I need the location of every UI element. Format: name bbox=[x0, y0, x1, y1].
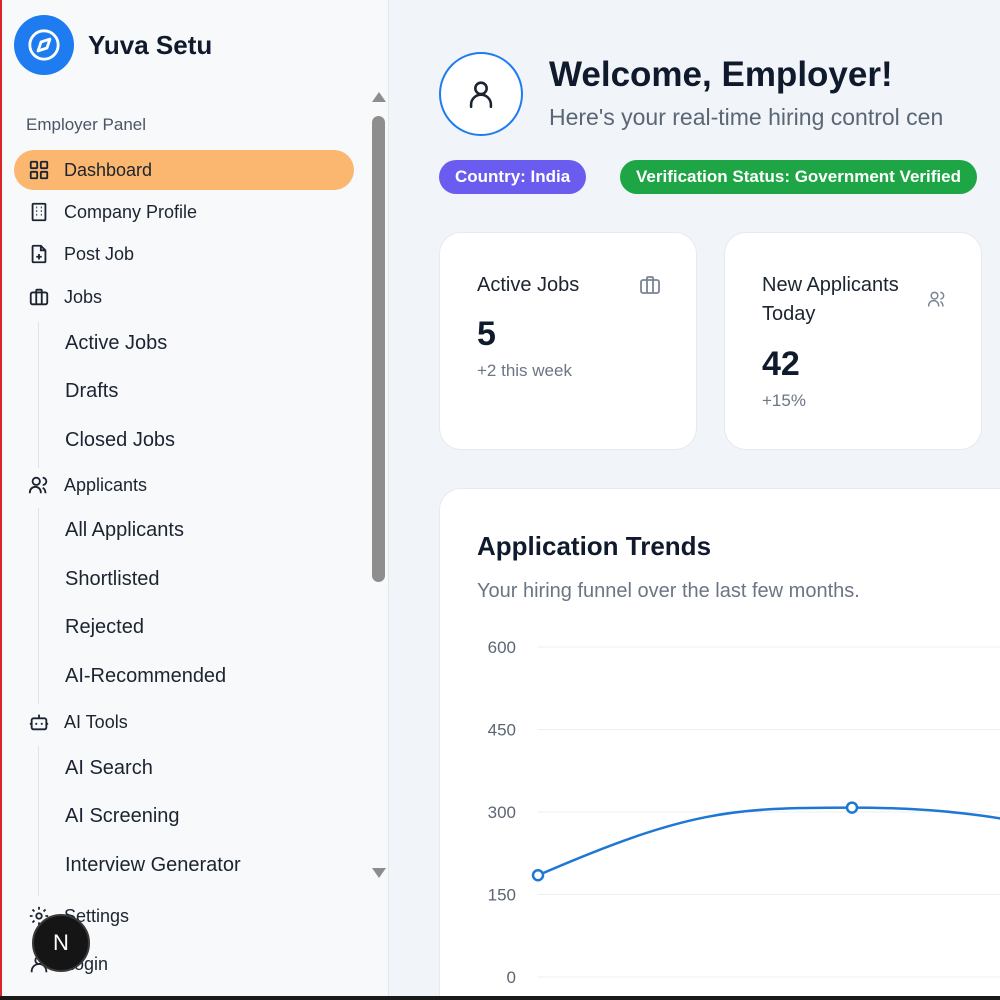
stat-title: Active Jobs bbox=[477, 274, 580, 296]
card-subtitle: Your hiring funnel over the last few mon… bbox=[477, 580, 860, 602]
sidebar-item-label: Company Profile bbox=[64, 201, 198, 222]
briefcase-icon bbox=[640, 276, 660, 294]
building-icon bbox=[26, 199, 52, 225]
data-point[interactable] bbox=[845, 801, 859, 814]
submenu-item-shortlisted[interactable]: Shortlisted bbox=[65, 568, 160, 590]
y-tick-label: 150 bbox=[488, 886, 516, 905]
sidebar: Yuva Setu Employer Panel Dashboard Compa… bbox=[2, 0, 389, 996]
stat-card-active-jobs: Active Jobs 5 +2 this week bbox=[439, 232, 697, 450]
card-title: Application Trends bbox=[477, 531, 712, 561]
y-tick-label: 600 bbox=[488, 638, 516, 657]
users-icon bbox=[927, 291, 945, 307]
submenu-item-drafts[interactable]: Drafts bbox=[65, 380, 119, 402]
submenu-item-ai-recommended[interactable]: AI-Recommended bbox=[65, 665, 227, 687]
users-icon bbox=[26, 472, 52, 498]
brand[interactable]: Yuva Setu bbox=[14, 15, 212, 75]
scroll-down-arrow-icon[interactable] bbox=[372, 868, 386, 878]
sidebar-item-company-profile[interactable]: Company Profile bbox=[14, 192, 354, 232]
avatar bbox=[439, 52, 523, 136]
submenu-item-closed-jobs[interactable]: Closed Jobs bbox=[65, 429, 176, 451]
main-content: Welcome, Employer! Here's your real-time… bbox=[389, 0, 1000, 996]
stat-card-new-applicants: New Applicants Today 42 +15% bbox=[724, 232, 982, 450]
stat-value: 42 bbox=[762, 345, 800, 383]
submenu-item-interview-generator[interactable]: Interview Generator bbox=[65, 854, 241, 876]
bot-icon bbox=[26, 709, 52, 735]
data-point[interactable] bbox=[531, 869, 545, 882]
stat-value: 5 bbox=[477, 315, 496, 353]
briefcase-icon bbox=[26, 284, 52, 310]
sidebar-item-label: Jobs bbox=[64, 286, 103, 307]
sidebar-item-label: Dashboard bbox=[64, 159, 153, 180]
submenu-item-active-jobs[interactable]: Active Jobs bbox=[65, 332, 168, 354]
stat-delta: +15% bbox=[762, 391, 806, 410]
brand-name: Yuva Setu bbox=[88, 29, 213, 60]
sidebar-item-jobs[interactable]: Jobs bbox=[14, 277, 354, 317]
sidebar-item-label: AI Tools bbox=[64, 711, 128, 732]
y-tick-label: 450 bbox=[488, 721, 516, 740]
grid-icon bbox=[26, 157, 52, 183]
sidebar-scrollbar[interactable] bbox=[368, 92, 388, 882]
user-icon bbox=[469, 81, 493, 109]
submenu-item-ai-search[interactable]: AI Search bbox=[65, 757, 153, 779]
ai-tools-submenu: AI Search AI Screening Interview Generat… bbox=[38, 746, 241, 896]
window-edge-bottom bbox=[0, 996, 1000, 1000]
window-edge bbox=[0, 0, 2, 1000]
page-title: Welcome, Employer! bbox=[549, 55, 893, 94]
submenu-item-all-applicants[interactable]: All Applicants bbox=[65, 519, 184, 541]
scrollbar-thumb[interactable] bbox=[372, 116, 385, 582]
country-badge: Country: India bbox=[439, 160, 587, 194]
dev-tools-badge[interactable]: N bbox=[32, 914, 90, 972]
stat-delta: +2 this week bbox=[477, 361, 572, 380]
verification-badge: Verification Status: Government Verified bbox=[620, 160, 977, 194]
y-tick-label: 300 bbox=[488, 803, 516, 822]
scroll-up-arrow-icon[interactable] bbox=[372, 92, 386, 102]
submenu-item-rejected[interactable]: Rejected bbox=[65, 616, 144, 638]
panel-label: Employer Panel bbox=[26, 115, 147, 134]
sidebar-item-label: Post Job bbox=[64, 243, 135, 264]
sidebar-item-post-job[interactable]: Post Job bbox=[14, 234, 354, 274]
jobs-submenu: Active Jobs Drafts Closed Jobs bbox=[38, 322, 175, 468]
submenu-item-ai-screening[interactable]: AI Screening bbox=[65, 805, 180, 827]
sidebar-item-label: Applicants bbox=[64, 474, 148, 495]
file-plus-icon bbox=[26, 241, 52, 267]
stat-title: New Applicants Today bbox=[762, 274, 899, 325]
sidebar-item-ai-tools[interactable]: AI Tools bbox=[14, 702, 354, 742]
series-line bbox=[537, 806, 1000, 877]
page-subtitle: Here's your real-time hiring control cen bbox=[549, 104, 944, 130]
application-trends-card: Application Trends Your hiring funnel ov… bbox=[439, 488, 1000, 996]
trends-chart: 600 450 300 150 0 bbox=[488, 638, 1000, 987]
compass-icon bbox=[14, 15, 74, 75]
applicants-submenu: All Applicants Shortlisted Rejected AI-R… bbox=[38, 508, 226, 704]
y-tick-label: 0 bbox=[507, 968, 516, 987]
sidebar-item-dashboard[interactable]: Dashboard bbox=[14, 150, 354, 190]
sidebar-item-applicants[interactable]: Applicants bbox=[14, 465, 354, 505]
